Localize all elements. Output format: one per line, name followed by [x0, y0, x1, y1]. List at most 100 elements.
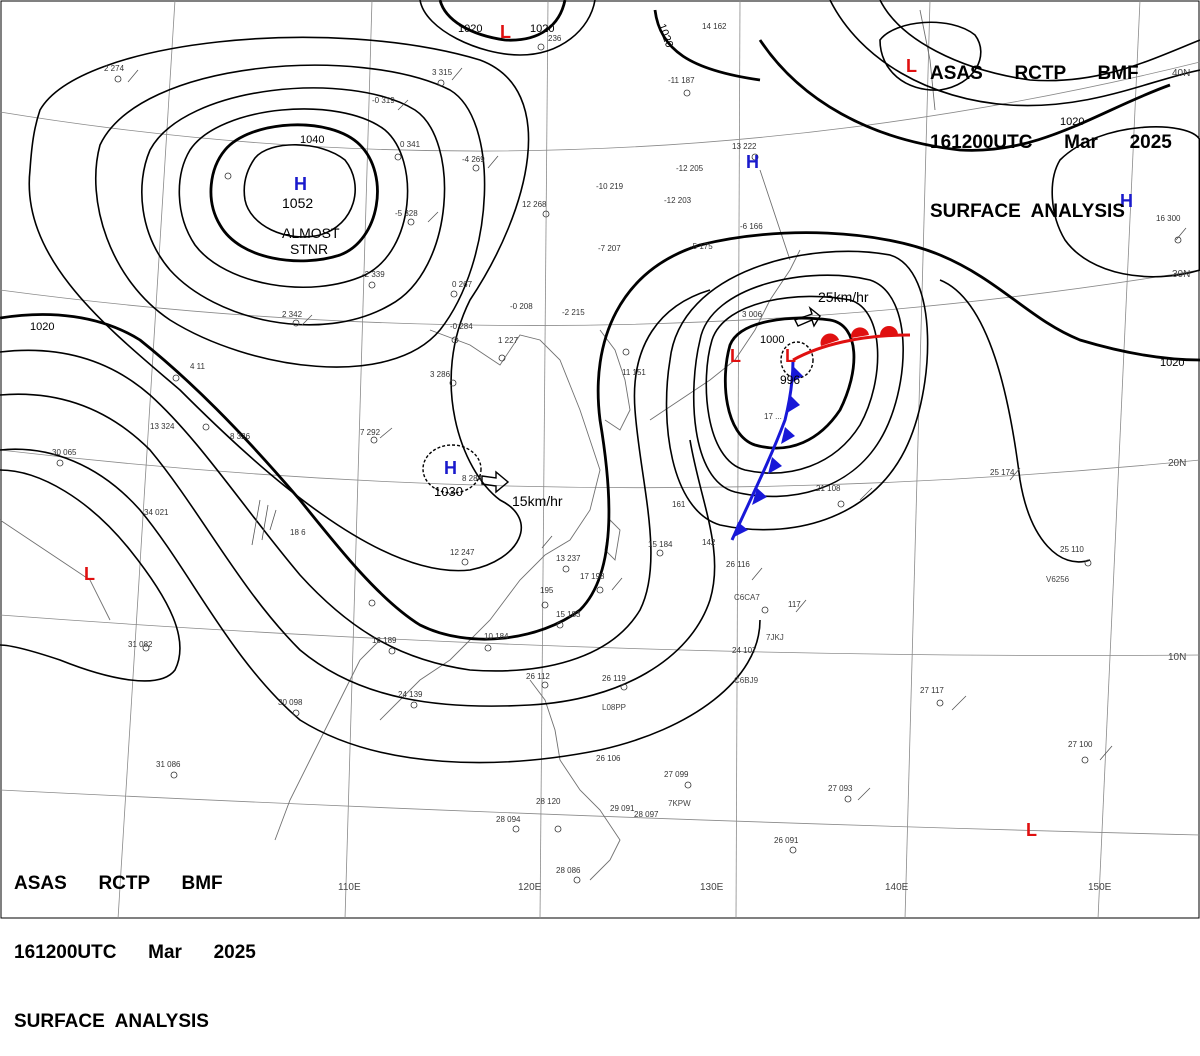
header-top-right: ASAS RCTP BMF 161200UTC Mar 2025 SURFACE… [930, 16, 1172, 246]
station-obs: 31 082 [128, 640, 153, 649]
station-obs: 28 120 [536, 797, 561, 806]
warm-front-bump [880, 326, 898, 335]
station-obs: 16 189 [372, 636, 397, 645]
header-bottom-left: ASAS RCTP BMF 161200UTC Mar 2025 SURFACE… [14, 826, 256, 1056]
isobar-east-high-ring [1051, 126, 1200, 278]
station-obs: 13 222 [732, 142, 757, 151]
high-1030-circle [422, 444, 482, 494]
station-obs: 18 6 [290, 528, 306, 537]
station-obs: 13 324 [150, 422, 175, 431]
low-center-letter-6: L [1026, 820, 1037, 840]
coast-philippines [529, 679, 621, 881]
coast-kamchatka [919, 9, 936, 111]
station-obs: 15 183 [556, 610, 581, 619]
isobar-label-4: 1020 [655, 22, 675, 49]
station-obs: 10 184 [484, 632, 509, 641]
station-obs: 0 267 [452, 280, 473, 289]
coast-hokkaido-sakhalin [759, 169, 791, 261]
meridian-120e [539, 0, 549, 919]
header-line-2: 161200UTC Mar 2025 [14, 942, 256, 963]
motion-arrow-high [481, 470, 510, 494]
station-obs: 161 [672, 500, 686, 509]
isobar-label-6: 1000 [760, 334, 784, 346]
ship-id-6: 7KPW [668, 799, 691, 808]
isobar-top-2 [419, 0, 596, 56]
high-center-letter-3: H [746, 152, 759, 172]
isobar-east-4 [939, 279, 1091, 563]
header-line-2: 161200UTC Mar 2025 [930, 132, 1172, 153]
station-obs: 236 [548, 34, 562, 43]
isobar-high-ring-4 [141, 87, 446, 326]
station-obs: 17 198 [580, 572, 605, 581]
header-line-1: ASAS RCTP BMF [14, 873, 223, 894]
cold-front-barb [732, 522, 748, 538]
isobar-label-group: 1020 1020 1020 1020 1040 1000 1020 1020 [30, 22, 1184, 369]
isobars [0, 0, 1200, 764]
station-obs: 28 086 [556, 866, 581, 875]
station-obs: 30 098 [278, 698, 303, 707]
high-center-value-1030: 1030 [434, 484, 463, 499]
header-line-3: SURFACE ANALYSIS [14, 1011, 209, 1032]
station-obs: 7 292 [360, 428, 381, 437]
station-obs: 4 11 [190, 362, 205, 371]
low-center-letter-4: L [906, 56, 917, 76]
meridian-150e [1097, 0, 1141, 919]
isobar-low-1000 [723, 316, 856, 450]
ship-ids: C6CA7 7JKJ C6BJ9 L08PP V6256 7KPW [602, 575, 1070, 808]
lat-label-30n: 30N [1172, 269, 1190, 280]
station-obs: 34 021 [144, 508, 169, 517]
station-obs: -2 339 [362, 270, 385, 279]
coastlines [0, 9, 936, 881]
isobar-high-ring-6 [28, 36, 530, 572]
coast-china [379, 329, 601, 721]
stnr-label: STNR [290, 241, 328, 257]
coast-india [0, 519, 111, 621]
graticule [0, 0, 1200, 919]
low-center-letter-3: L [500, 22, 511, 42]
station-obs: -12 203 [664, 196, 692, 205]
station-obs: 26 091 [774, 836, 799, 845]
station-obs: 26 119 [602, 674, 626, 683]
ship-id-1: C6CA7 [734, 593, 760, 602]
station-obs: 17 ... [764, 412, 782, 421]
station-obs: -7 207 [598, 244, 621, 253]
coast-indochina [274, 639, 381, 841]
station-obs: 0 341 [400, 140, 421, 149]
lon-label-120e: 120E [518, 882, 542, 893]
high-center-letter-4: H [1120, 191, 1133, 211]
station-obs: 142 [702, 538, 716, 547]
meridian-130e [735, 0, 741, 919]
station-obs: -10 219 [596, 182, 624, 191]
parallel-20n [0, 449, 1200, 489]
lat-label-20n: 20N [1168, 458, 1186, 469]
ship-id-2: 7JKJ [766, 633, 784, 642]
station-obs: 15 184 [648, 540, 673, 549]
parallel-30n [0, 269, 1200, 326]
station-obs: 21 108 [816, 484, 841, 493]
station-obs: 27 117 [920, 686, 944, 695]
isobar-top-1020 [438, 0, 567, 42]
lon-label-110e: 110E [338, 882, 361, 893]
ship-id-4: L08PP [602, 703, 626, 712]
header-line-1: ASAS RCTP BMF [930, 63, 1139, 84]
station-obs: -11 187 [668, 76, 695, 85]
station-circles [56, 43, 1182, 884]
station-obs: 2 274 [104, 64, 125, 73]
coast-korea [599, 329, 631, 431]
isobar-label-3: 1020 [530, 23, 554, 35]
motion-arrows [481, 305, 821, 494]
station-obs: 26 106 [596, 754, 621, 763]
station-obs: 26 116 [726, 560, 750, 569]
isobar-high-ring-1 [243, 143, 356, 238]
ship-id-5: V6256 [1046, 575, 1070, 584]
isobar-label-1: 1020 [30, 321, 54, 333]
station-obs: 8 326 [230, 432, 251, 441]
parallel-40n [0, 61, 1200, 152]
station-obs: 117 [788, 600, 801, 609]
axis-labels: 110E 120E 130E 140E 150E 40N 30N 20N 10N [338, 68, 1190, 893]
high-center-letter-1030: H [444, 458, 457, 478]
station-obs: 8 284 [462, 474, 483, 483]
station-obs: -6 166 [740, 222, 763, 231]
isobar-label-2: 1020 [458, 23, 482, 35]
station-obs: 3 286 [430, 370, 451, 379]
